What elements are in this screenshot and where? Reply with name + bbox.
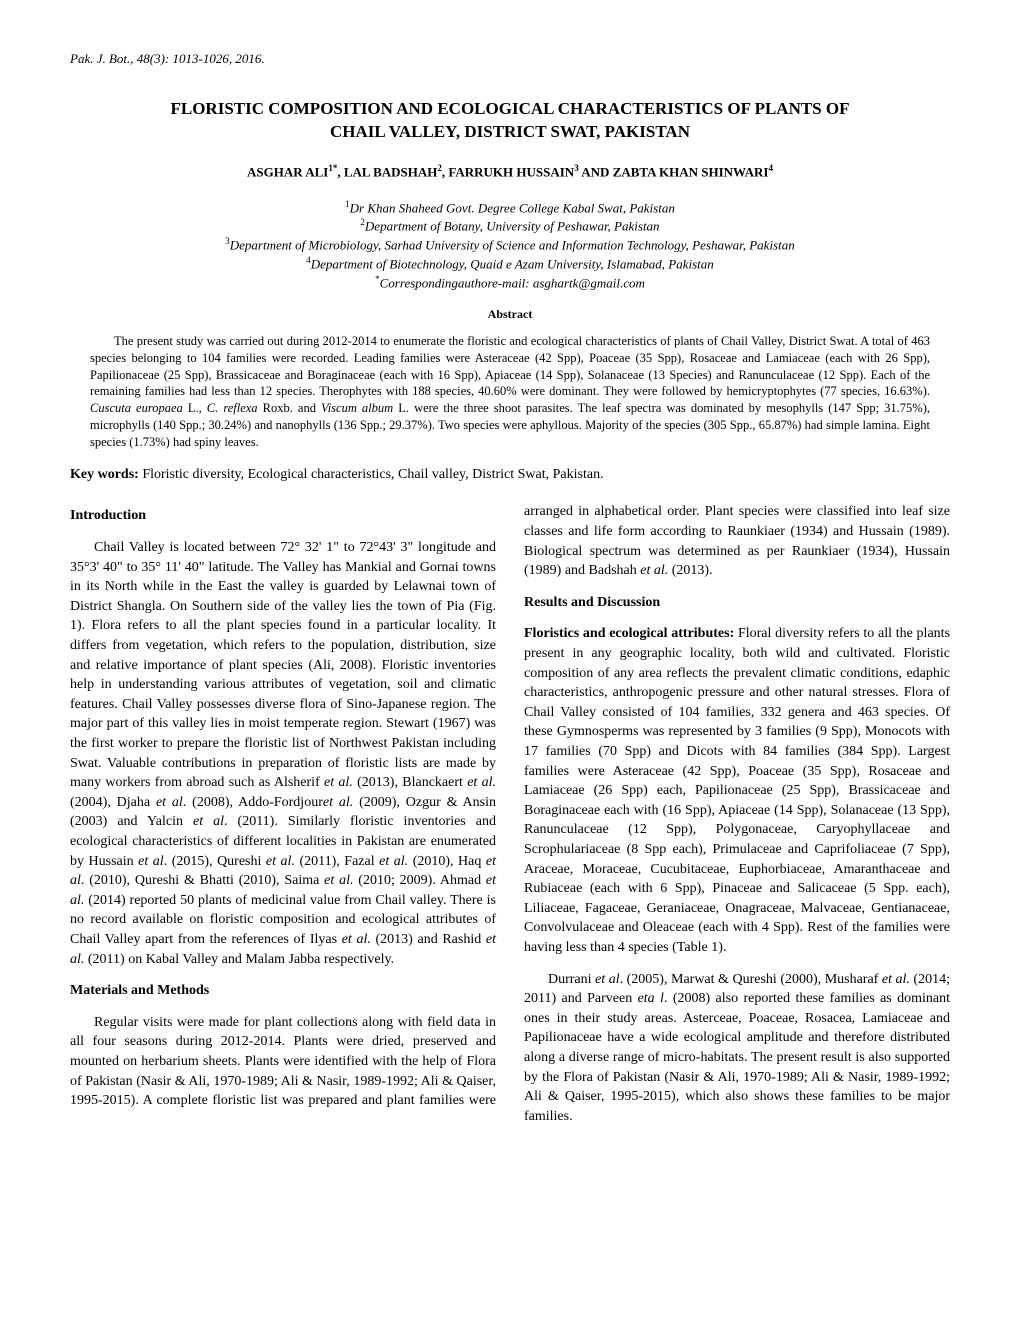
intro-heading: Introduction <box>70 506 496 526</box>
results-paragraph-1: Floristics and ecological attributes: Fl… <box>524 624 950 957</box>
intro-paragraph: Chail Valley is located between 72° 32' … <box>70 538 496 969</box>
keywords-line: Key words: Floristic diversity, Ecologic… <box>70 465 950 485</box>
results-runin-heading: Floristics and ecological attributes: <box>524 626 734 641</box>
results-p1-text: Floral diversity refers to all the plant… <box>524 626 950 955</box>
paper-title: FLORISTIC COMPOSITION AND ECOLOGICAL CHA… <box>150 98 870 144</box>
body-columns: Introduction Chail Valley is located bet… <box>70 502 950 1126</box>
keywords-text: Floristic diversity, Ecological characte… <box>139 467 604 482</box>
keywords-label: Key words: <box>70 467 139 482</box>
affiliations: 1Dr Khan Shaheed Govt. Degree College Ka… <box>70 198 950 292</box>
methods-heading: Materials and Methods <box>70 981 496 1001</box>
abstract-text: The present study was carried out during… <box>90 333 930 451</box>
abstract-body: The present study was carried out during… <box>90 333 930 451</box>
journal-citation: Pak. J. Bot., 48(3): 1013-1026, 2016. <box>70 50 950 68</box>
results-heading: Results and Discussion <box>524 593 950 613</box>
abstract-heading: Abstract <box>70 306 950 323</box>
author-list: ASGHAR ALI1*, LAL BADSHAH2, FARRUKH HUSS… <box>70 162 950 182</box>
results-paragraph-2: Durrani et al. (2005), Marwat & Qureshi … <box>524 970 950 1127</box>
